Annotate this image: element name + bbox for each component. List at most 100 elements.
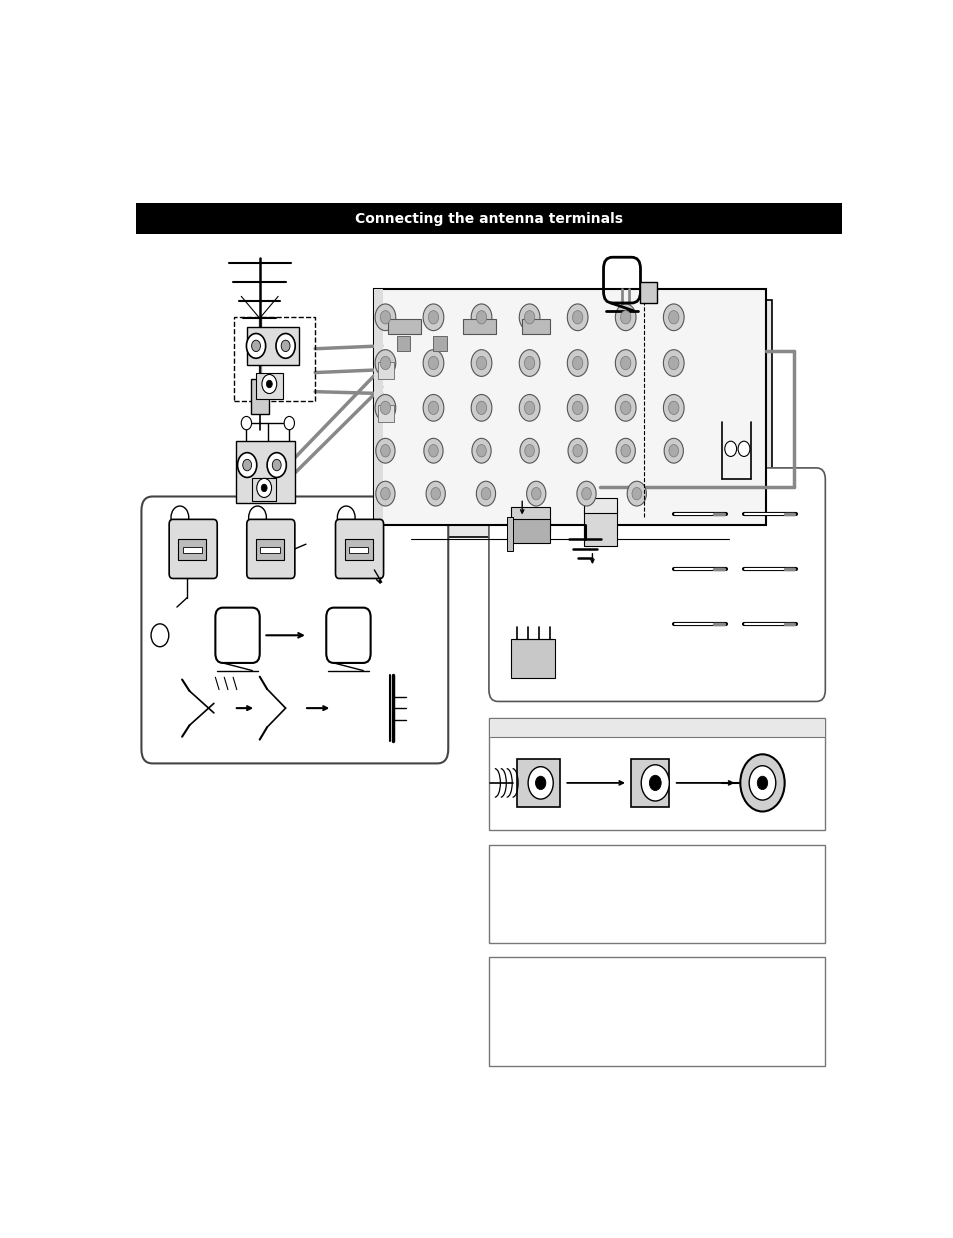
Bar — [507, 517, 513, 551]
Circle shape — [380, 444, 390, 457]
Bar — [488, 718, 824, 831]
Circle shape — [380, 311, 390, 324]
Bar — [433, 337, 446, 350]
Circle shape — [524, 311, 535, 324]
Circle shape — [528, 766, 553, 799]
Bar — [178, 540, 206, 561]
Circle shape — [668, 311, 679, 324]
Circle shape — [423, 349, 443, 376]
Circle shape — [567, 395, 587, 421]
Circle shape — [620, 444, 630, 457]
Circle shape — [738, 441, 749, 457]
Circle shape — [526, 482, 545, 506]
Circle shape — [337, 506, 355, 529]
Circle shape — [375, 482, 395, 506]
Circle shape — [423, 438, 442, 463]
Circle shape — [476, 482, 495, 506]
Circle shape — [615, 349, 636, 376]
Circle shape — [619, 357, 630, 370]
Bar — [349, 547, 368, 552]
Circle shape — [480, 488, 490, 500]
Bar — [488, 846, 824, 942]
Bar — [396, 337, 410, 350]
Circle shape — [572, 357, 582, 370]
Circle shape — [281, 340, 290, 352]
Circle shape — [151, 624, 169, 646]
Circle shape — [662, 395, 683, 421]
Circle shape — [375, 438, 395, 463]
Circle shape — [476, 357, 486, 370]
Circle shape — [662, 349, 683, 376]
Bar — [489, 719, 823, 737]
Bar — [380, 300, 771, 536]
Bar — [260, 547, 279, 552]
Bar — [377, 361, 394, 379]
Circle shape — [272, 459, 281, 470]
Bar — [583, 499, 617, 513]
Bar — [521, 319, 550, 334]
Circle shape — [740, 754, 783, 811]
Bar — [255, 373, 282, 400]
Circle shape — [242, 459, 252, 470]
Bar — [344, 540, 373, 561]
Circle shape — [375, 395, 395, 421]
Circle shape — [428, 401, 438, 415]
Circle shape — [252, 340, 260, 352]
Circle shape — [256, 478, 272, 498]
Circle shape — [616, 438, 635, 463]
Circle shape — [284, 416, 294, 430]
Circle shape — [567, 438, 587, 463]
Circle shape — [518, 305, 539, 331]
Circle shape — [423, 305, 443, 331]
Circle shape — [428, 311, 438, 324]
Circle shape — [471, 305, 492, 331]
Circle shape — [724, 441, 736, 457]
Circle shape — [663, 438, 682, 463]
Circle shape — [519, 438, 538, 463]
Circle shape — [619, 311, 630, 324]
Circle shape — [246, 333, 265, 358]
Circle shape — [476, 311, 486, 324]
Circle shape — [428, 444, 437, 457]
Circle shape — [375, 349, 395, 376]
FancyBboxPatch shape — [247, 520, 294, 578]
Circle shape — [472, 438, 491, 463]
FancyBboxPatch shape — [169, 520, 217, 578]
Circle shape — [531, 488, 540, 500]
FancyBboxPatch shape — [141, 496, 448, 764]
Bar — [247, 327, 298, 365]
Circle shape — [267, 453, 286, 478]
Bar — [255, 540, 284, 561]
Circle shape — [640, 765, 669, 801]
Bar — [233, 317, 314, 401]
Bar — [488, 957, 824, 1066]
Circle shape — [631, 488, 641, 500]
Circle shape — [275, 333, 294, 358]
Circle shape — [237, 453, 256, 478]
Circle shape — [261, 484, 267, 491]
Bar — [374, 288, 765, 525]
Circle shape — [380, 357, 390, 370]
Circle shape — [471, 349, 492, 376]
Bar — [583, 510, 617, 546]
FancyBboxPatch shape — [488, 468, 824, 702]
Circle shape — [380, 401, 390, 415]
Circle shape — [668, 401, 679, 415]
Circle shape — [171, 506, 189, 529]
Circle shape — [581, 488, 591, 500]
Circle shape — [524, 444, 534, 457]
Bar — [511, 508, 549, 531]
Circle shape — [567, 349, 587, 376]
Circle shape — [426, 482, 445, 506]
Circle shape — [615, 305, 636, 331]
Bar — [511, 520, 549, 543]
Circle shape — [428, 357, 438, 370]
Circle shape — [748, 766, 775, 800]
Circle shape — [649, 775, 660, 791]
Circle shape — [423, 395, 443, 421]
Circle shape — [577, 482, 596, 506]
FancyBboxPatch shape — [335, 520, 383, 578]
Bar — [251, 379, 269, 413]
Circle shape — [662, 305, 683, 331]
Circle shape — [668, 357, 679, 370]
